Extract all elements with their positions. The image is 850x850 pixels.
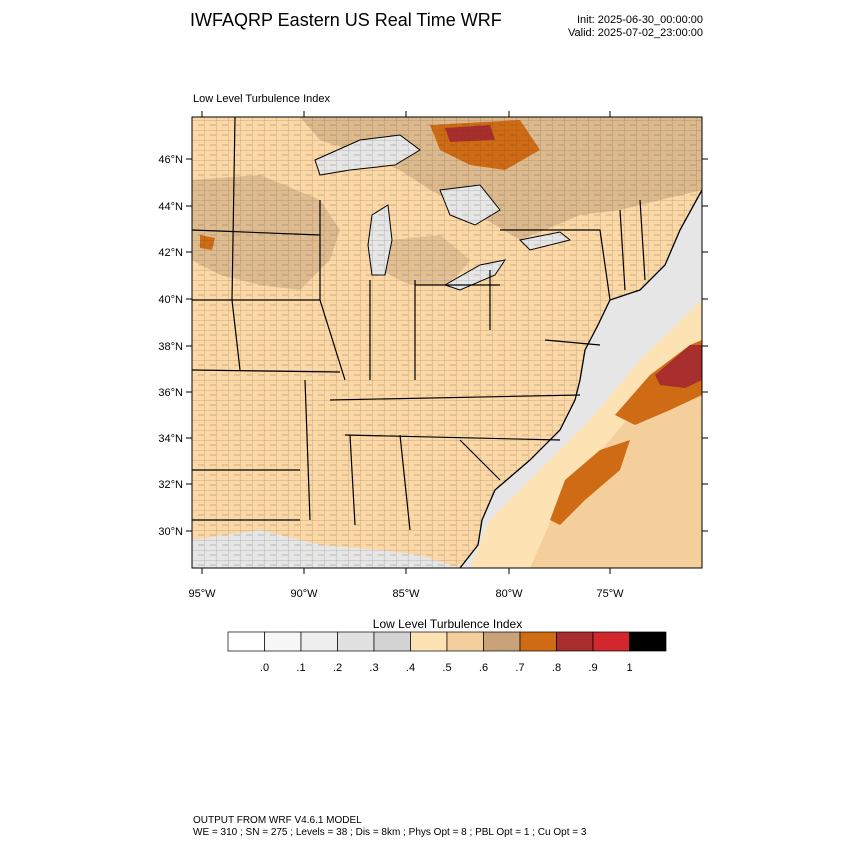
footer-config-line: WE = 310 ; SN = 275 ; Levels = 38 ; Dis … xyxy=(193,827,587,838)
lat-tick-label: 44°N xyxy=(158,201,183,213)
colorbar-label: .1 xyxy=(296,662,305,674)
state-boundaries xyxy=(192,117,646,531)
colorbar-label: .6 xyxy=(479,662,488,674)
valid-time: Valid: 2025-07-02_23:00:00 xyxy=(568,27,703,39)
init-time: Init: 2025-06-30_00:00:00 xyxy=(577,14,703,26)
colorbar-swatch xyxy=(410,631,448,652)
colorbar: .0 .1 .2 .3 .4 .5 .6 .7 .8 .9 1 xyxy=(227,631,667,674)
lat-tick-label: 40°N xyxy=(158,294,183,306)
lat-tick-label: 32°N xyxy=(158,479,183,491)
lon-tick-label: 75°W xyxy=(596,588,624,600)
colorbar-label: .5 xyxy=(442,662,451,674)
colorbar-swatch xyxy=(337,631,375,652)
footer-model-line: OUTPUT FROM WRF V4.6.1 MODEL xyxy=(193,815,362,826)
colorbar-label: .9 xyxy=(588,662,597,674)
lon-tick-label: 90°W xyxy=(290,588,318,600)
colorbar-swatch xyxy=(446,631,484,652)
field-subtitle: Low Level Turbulence Index xyxy=(193,93,330,105)
colorbar-swatch xyxy=(556,631,594,652)
coastline xyxy=(459,189,702,568)
colorbar-label: .3 xyxy=(369,662,378,674)
lat-tick-label: 42°N xyxy=(158,247,183,259)
colorbar-label: .2 xyxy=(333,662,342,674)
map-area xyxy=(192,117,702,568)
lat-tick-label: 38°N xyxy=(158,341,183,353)
lon-tick-label: 85°W xyxy=(392,588,420,600)
latitude-axis: 46°N 44°N 42°N 40°N 38°N 36°N 34°N 32°N 30°N xyxy=(158,154,708,538)
colorbar-swatch xyxy=(592,631,630,652)
colorbar-swatch xyxy=(227,631,265,652)
atlantic-red xyxy=(655,345,702,388)
colorbar-label: 1 xyxy=(626,662,632,674)
lat-tick-label: 46°N xyxy=(158,154,183,166)
colorbar-title: Low Level Turbulence Index xyxy=(372,617,523,631)
colorbar-label: .7 xyxy=(515,662,524,674)
colorbar-swatch xyxy=(300,631,338,652)
lat-tick-label: 34°N xyxy=(158,433,183,445)
colorbar-label: .0 xyxy=(260,662,269,674)
map-title: IWFAQRP Eastern US Real Time WRF xyxy=(190,10,502,30)
lon-tick-label: 80°W xyxy=(495,588,523,600)
colorbar-label: .4 xyxy=(406,662,415,674)
lat-tick-label: 36°N xyxy=(158,387,183,399)
longitude-axis: 95°W 90°W 85°W 80°W 75°W xyxy=(188,111,624,600)
lat-tick-label: 30°N xyxy=(158,526,183,538)
colorbar-swatch xyxy=(629,631,667,652)
colorbar-swatch xyxy=(519,631,557,652)
colorbar-swatch xyxy=(264,631,302,652)
atlantic-orange-south xyxy=(550,440,630,525)
colorbar-swatch xyxy=(483,631,521,652)
colorbar-swatch xyxy=(373,631,411,652)
lon-tick-label: 95°W xyxy=(188,588,216,600)
colorbar-label: .8 xyxy=(552,662,561,674)
map-frame xyxy=(191,116,703,569)
